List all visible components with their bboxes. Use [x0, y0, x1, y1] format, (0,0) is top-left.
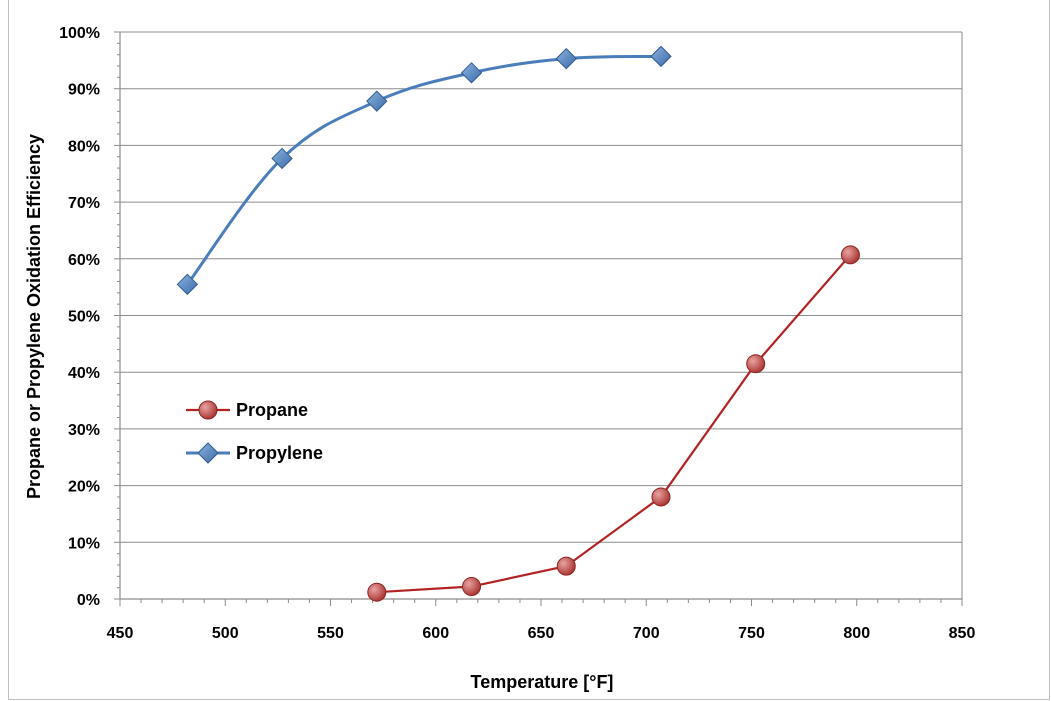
legend-label-propane: Propane	[236, 400, 308, 420]
propylene-point	[460, 62, 483, 84]
series-layer	[176, 45, 860, 602]
y-tick-label: 10%	[68, 535, 100, 552]
axes: 0% 10% 20% 30% 40% 50% 60% 70% 80% 90% 100% 450 500 5…	[59, 25, 975, 642]
series-propane	[367, 245, 860, 602]
y-tick-label: 30%	[68, 422, 100, 439]
x-tick-label: 600	[422, 625, 449, 642]
propylene-point	[366, 90, 388, 112]
x-tick-label: 650	[528, 625, 555, 642]
y-tick-label: 60%	[68, 252, 100, 269]
legend-label-propylene: Propylene	[236, 443, 323, 463]
propane-point	[746, 354, 766, 374]
gridlines	[120, 31, 963, 599]
legend-item-propylene: Propylene	[186, 442, 323, 464]
y-tick-label: 20%	[68, 479, 100, 496]
propylene-point	[271, 147, 293, 170]
x-tick-label: 550	[317, 625, 344, 642]
propylene-point	[650, 45, 672, 68]
y-tick-label: 0%	[77, 592, 100, 609]
x-tick-label: 850	[949, 625, 976, 642]
propane-point	[556, 556, 576, 576]
series-line-propylene	[186, 54, 662, 286]
y-axis-title: Propane or Propylene Oxidation Efficienc…	[24, 134, 44, 499]
legend-marker-propylene	[197, 442, 219, 464]
y-tick-label: 80%	[68, 138, 100, 155]
propane-point	[462, 577, 482, 597]
propane-point	[651, 487, 671, 507]
x-tick-label: 500	[212, 625, 239, 642]
series-propylene	[176, 45, 672, 296]
x-tick-label: 700	[633, 625, 660, 642]
y-tick-label: 70%	[68, 195, 100, 212]
x-tick-label: 750	[738, 625, 765, 642]
series-line-propane	[376, 254, 852, 594]
x-tick-label: 450	[107, 625, 134, 642]
y-tick-label: 50%	[68, 309, 100, 326]
propane-point	[367, 582, 387, 602]
x-axis-title: Temperature [°F]	[471, 672, 614, 692]
legend-marker-propane	[198, 400, 218, 420]
legend-item-propane: Propane	[186, 400, 308, 420]
y-tick-label: 40%	[68, 365, 100, 382]
x-tick-label: 800	[843, 625, 870, 642]
chart-frame	[8, 0, 1050, 700]
y-tick-label: 100%	[59, 25, 100, 42]
propylene-point	[176, 273, 199, 296]
propylene-point	[555, 47, 577, 70]
legend: Propane Propylene	[186, 400, 323, 464]
propane-point	[840, 245, 860, 265]
y-tick-label: 90%	[68, 82, 100, 99]
